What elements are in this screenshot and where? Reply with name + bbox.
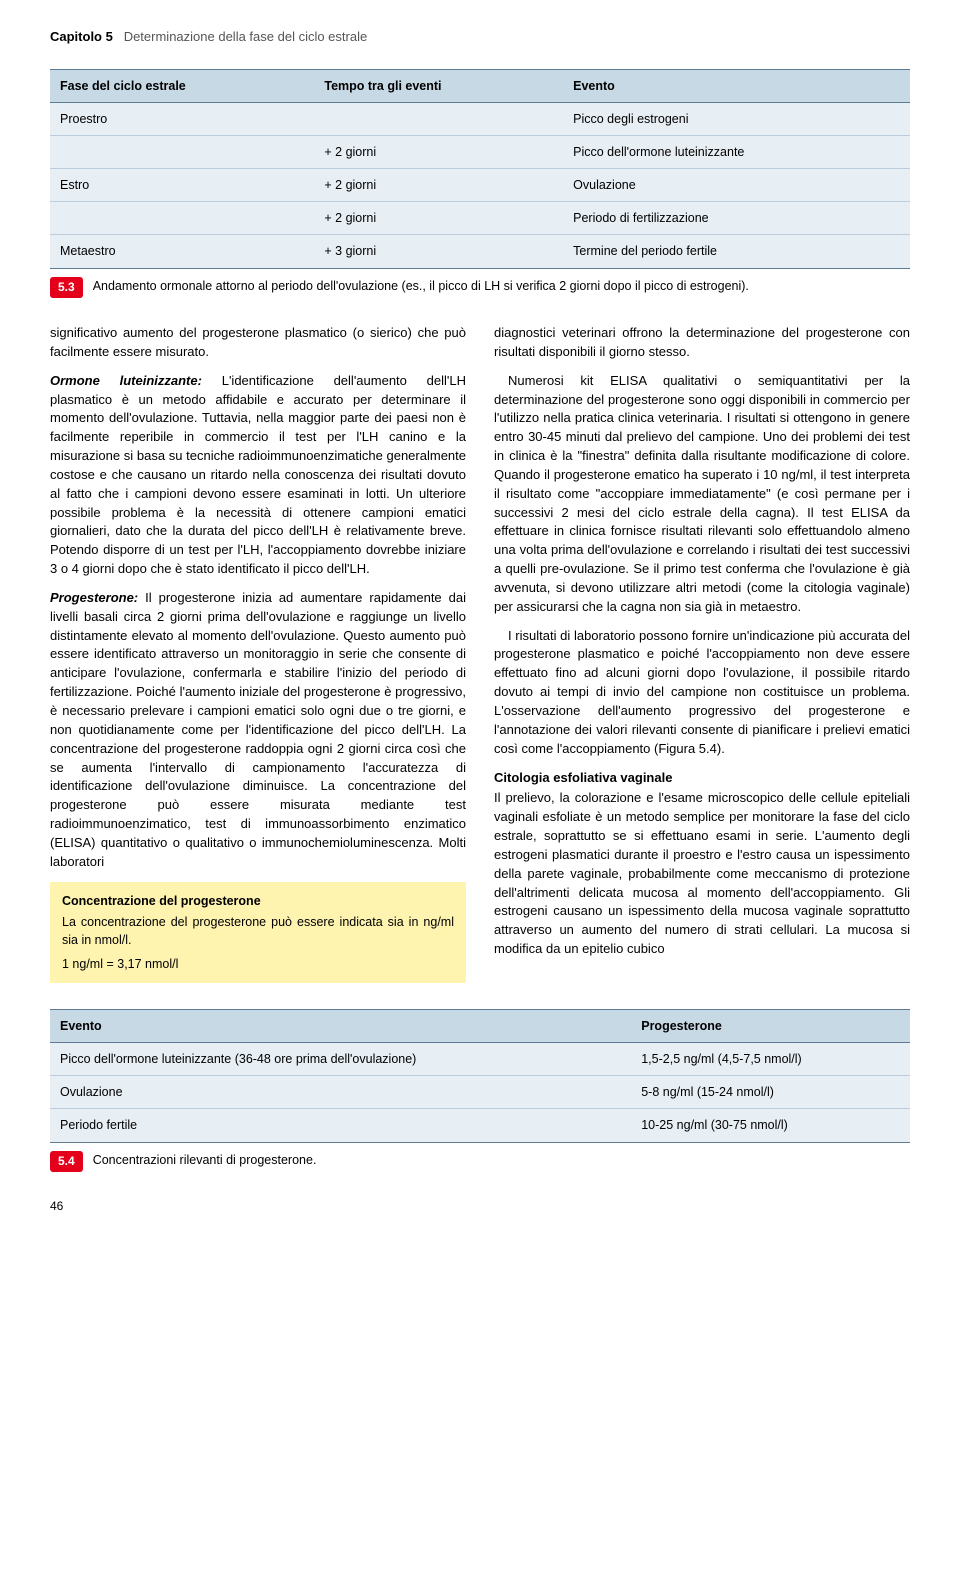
body-paragraph: significativo aumento del progesterone p… (50, 324, 466, 362)
paragraph-lead: Progesterone: (50, 590, 138, 605)
table-row: Ovulazione 5-8 ng/ml (15-24 nmol/l) (50, 1076, 910, 1109)
body-paragraph: diagnostici veterinari offrono la determ… (494, 324, 910, 362)
table-header: Evento (563, 69, 910, 102)
table-row: Picco dell'ormone luteinizzante (36-48 o… (50, 1043, 910, 1076)
table-row: Periodo fertile 10-25 ng/ml (30-75 nmol/… (50, 1109, 910, 1142)
body-columns: significativo aumento del progesterone p… (50, 324, 910, 983)
body-paragraph: Numerosi kit ELISA qualitativi o semiqua… (494, 372, 910, 617)
box-formula: 1 ng/ml = 3,17 nmol/l (62, 955, 454, 973)
chapter-title: Determinazione della fase del ciclo estr… (124, 29, 368, 44)
table-caption: 5.4 Concentrazioni rilevanti di progeste… (50, 1151, 910, 1172)
chapter-label: Capitolo 5 (50, 29, 113, 44)
caption-text: Andamento ormonale attorno al periodo de… (93, 277, 749, 295)
progesterone-table: Evento Progesterone Picco dell'ormone lu… (50, 1009, 910, 1143)
hormonal-timeline-table: Fase del ciclo estrale Tempo tra gli eve… (50, 69, 910, 269)
caption-text: Concentrazioni rilevanti di progesterone… (93, 1151, 317, 1169)
right-column: diagnostici veterinari offrono la determ… (494, 324, 910, 983)
caption-badge: 5.4 (50, 1151, 83, 1172)
page-number: 46 (50, 1198, 910, 1215)
body-paragraph: Ormone luteinizzante: L'identificazione … (50, 372, 466, 579)
body-paragraph: Il prelievo, la colorazione e l'esame mi… (494, 789, 910, 959)
caption-badge: 5.3 (50, 277, 83, 298)
box-title: Concentrazione del progesterone (62, 892, 454, 910)
table-header: Fase del ciclo estrale (50, 69, 314, 102)
table-header: Evento (50, 1010, 631, 1043)
table-row: Proestro Picco degli estrogeni (50, 102, 910, 135)
table-row: Metaestro + 3 giorni Termine del periodo… (50, 235, 910, 268)
body-paragraph: I risultati di laboratorio possono forni… (494, 627, 910, 759)
table-header: Tempo tra gli eventi (314, 69, 563, 102)
table-row: + 2 giorni Picco dell'ormone luteinizzan… (50, 136, 910, 169)
box-text: La concentrazione del progesterone può e… (62, 913, 454, 949)
table-row: Estro + 2 giorni Ovulazione (50, 169, 910, 202)
table-caption: 5.3 Andamento ormonale attorno al period… (50, 277, 910, 298)
chapter-header: Capitolo 5 Determinazione della fase del… (50, 28, 910, 47)
table-header: Progesterone (631, 1010, 910, 1043)
table-row: + 2 giorni Periodo di fertilizzazione (50, 202, 910, 235)
body-paragraph: Progesterone: Il progesterone inizia ad … (50, 589, 466, 872)
paragraph-lead: Ormone luteinizzante: (50, 373, 202, 388)
section-subhead: Citologia esfoliativa vaginale (494, 769, 910, 788)
highlight-box: Concentrazione del progesterone La conce… (50, 882, 466, 984)
left-column: significativo aumento del progesterone p… (50, 324, 466, 983)
